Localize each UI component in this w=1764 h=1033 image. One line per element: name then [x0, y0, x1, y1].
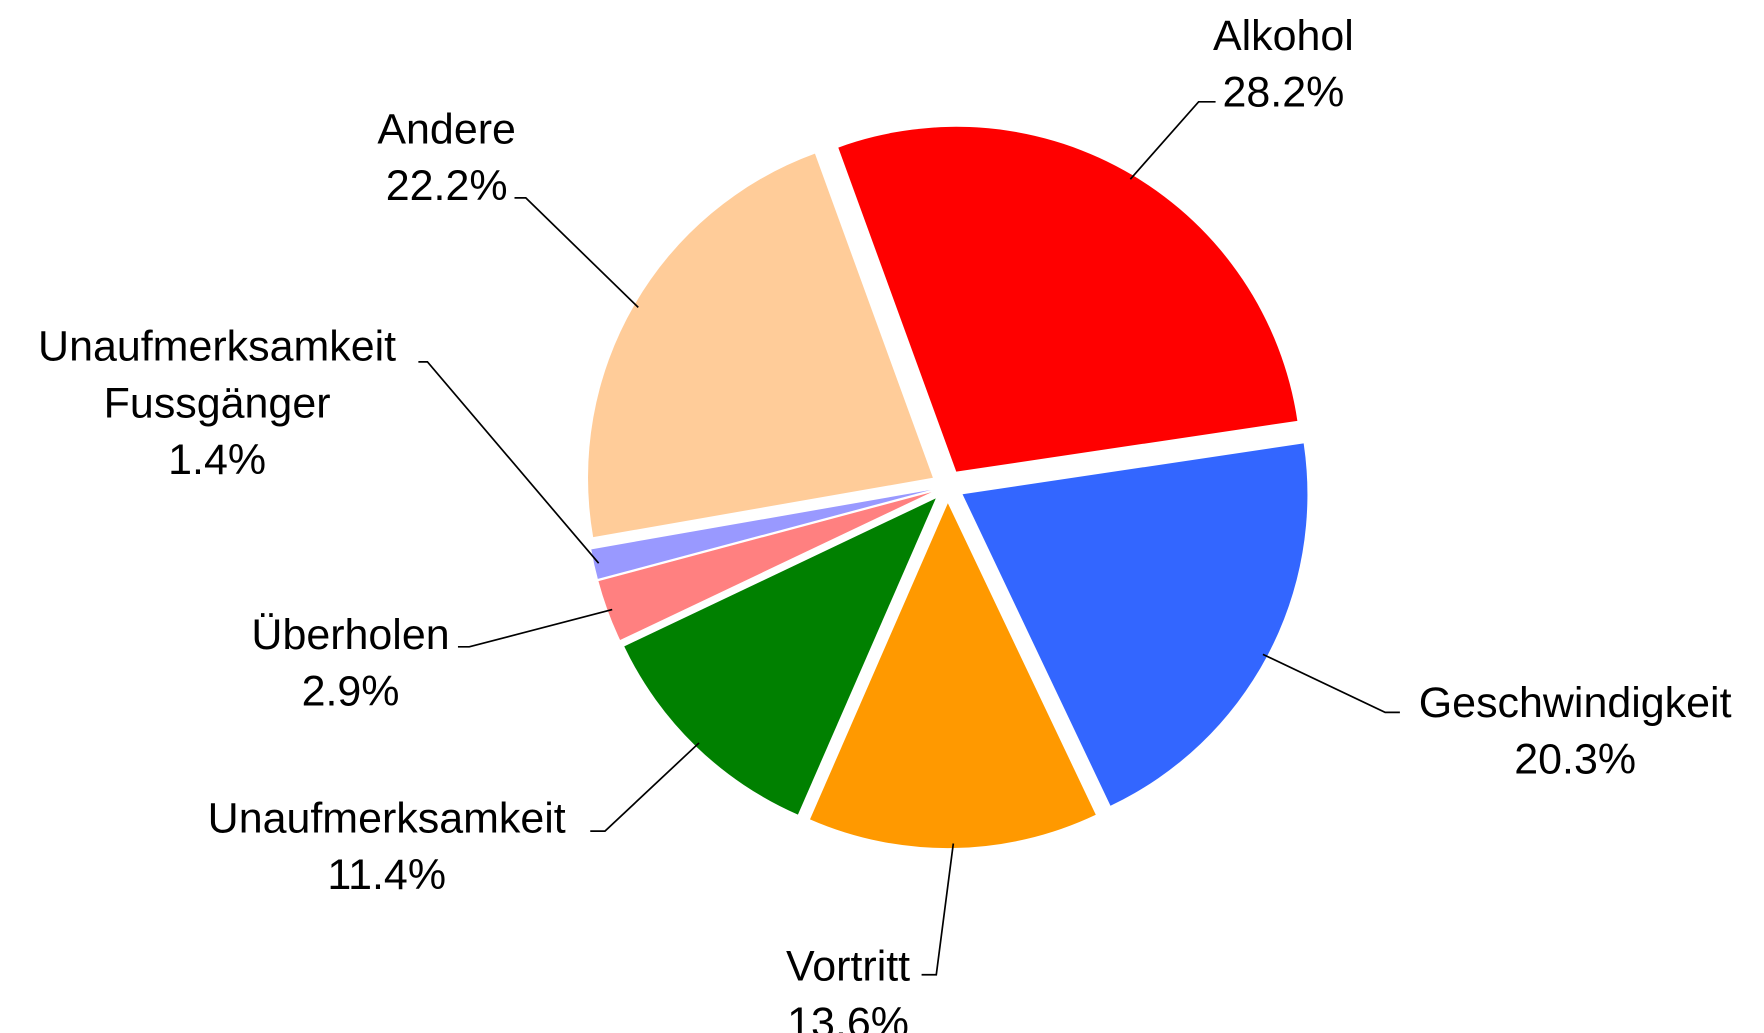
leader-line [921, 843, 955, 976]
pie-slice [838, 126, 1298, 472]
pie-slice [598, 492, 932, 641]
slice-label: Vortritt [786, 942, 910, 990]
label-line: Andere [377, 106, 516, 154]
slice-label: Unaufmerksamkeit [208, 794, 566, 842]
leader-line [514, 197, 639, 308]
leader-line [418, 361, 600, 564]
leader-line [457, 608, 613, 648]
pie-slice [624, 498, 936, 815]
pie-slice [810, 503, 1096, 849]
slice-label: Alkohol [1213, 12, 1354, 60]
value-label: 28.2% [1223, 68, 1345, 116]
pie-slice [962, 443, 1308, 806]
label-line: Vortritt [786, 942, 910, 990]
slice-label: Andere [377, 106, 516, 154]
value-label: 11.4% [327, 851, 446, 899]
label-line: Unaufmerksamkeit [208, 794, 566, 842]
slice-label: Geschwindigkeit [1419, 679, 1732, 727]
leader-line [1262, 653, 1400, 714]
value-label: 22.2% [386, 162, 508, 210]
value-label: 1.4% [168, 436, 266, 484]
leader-line [590, 742, 700, 832]
label-line: Alkohol [1213, 12, 1354, 60]
value-label: 13.6% [787, 999, 909, 1033]
slice-label: Unaufmerksamkeit Fussgänger [38, 323, 396, 428]
pie-slice [591, 489, 932, 579]
slice-label: Überholen [251, 611, 449, 659]
label-line: Überholen [251, 611, 449, 659]
label-line: Geschwindigkeit [1419, 679, 1732, 727]
value-label: 2.9% [302, 668, 400, 716]
label-line: Fussgänger [104, 379, 331, 427]
value-label: 20.3% [1514, 735, 1636, 783]
pie-slice [588, 153, 933, 538]
label-line: Unaufmerksamkeit [38, 323, 396, 371]
leader-line [1129, 100, 1216, 180]
